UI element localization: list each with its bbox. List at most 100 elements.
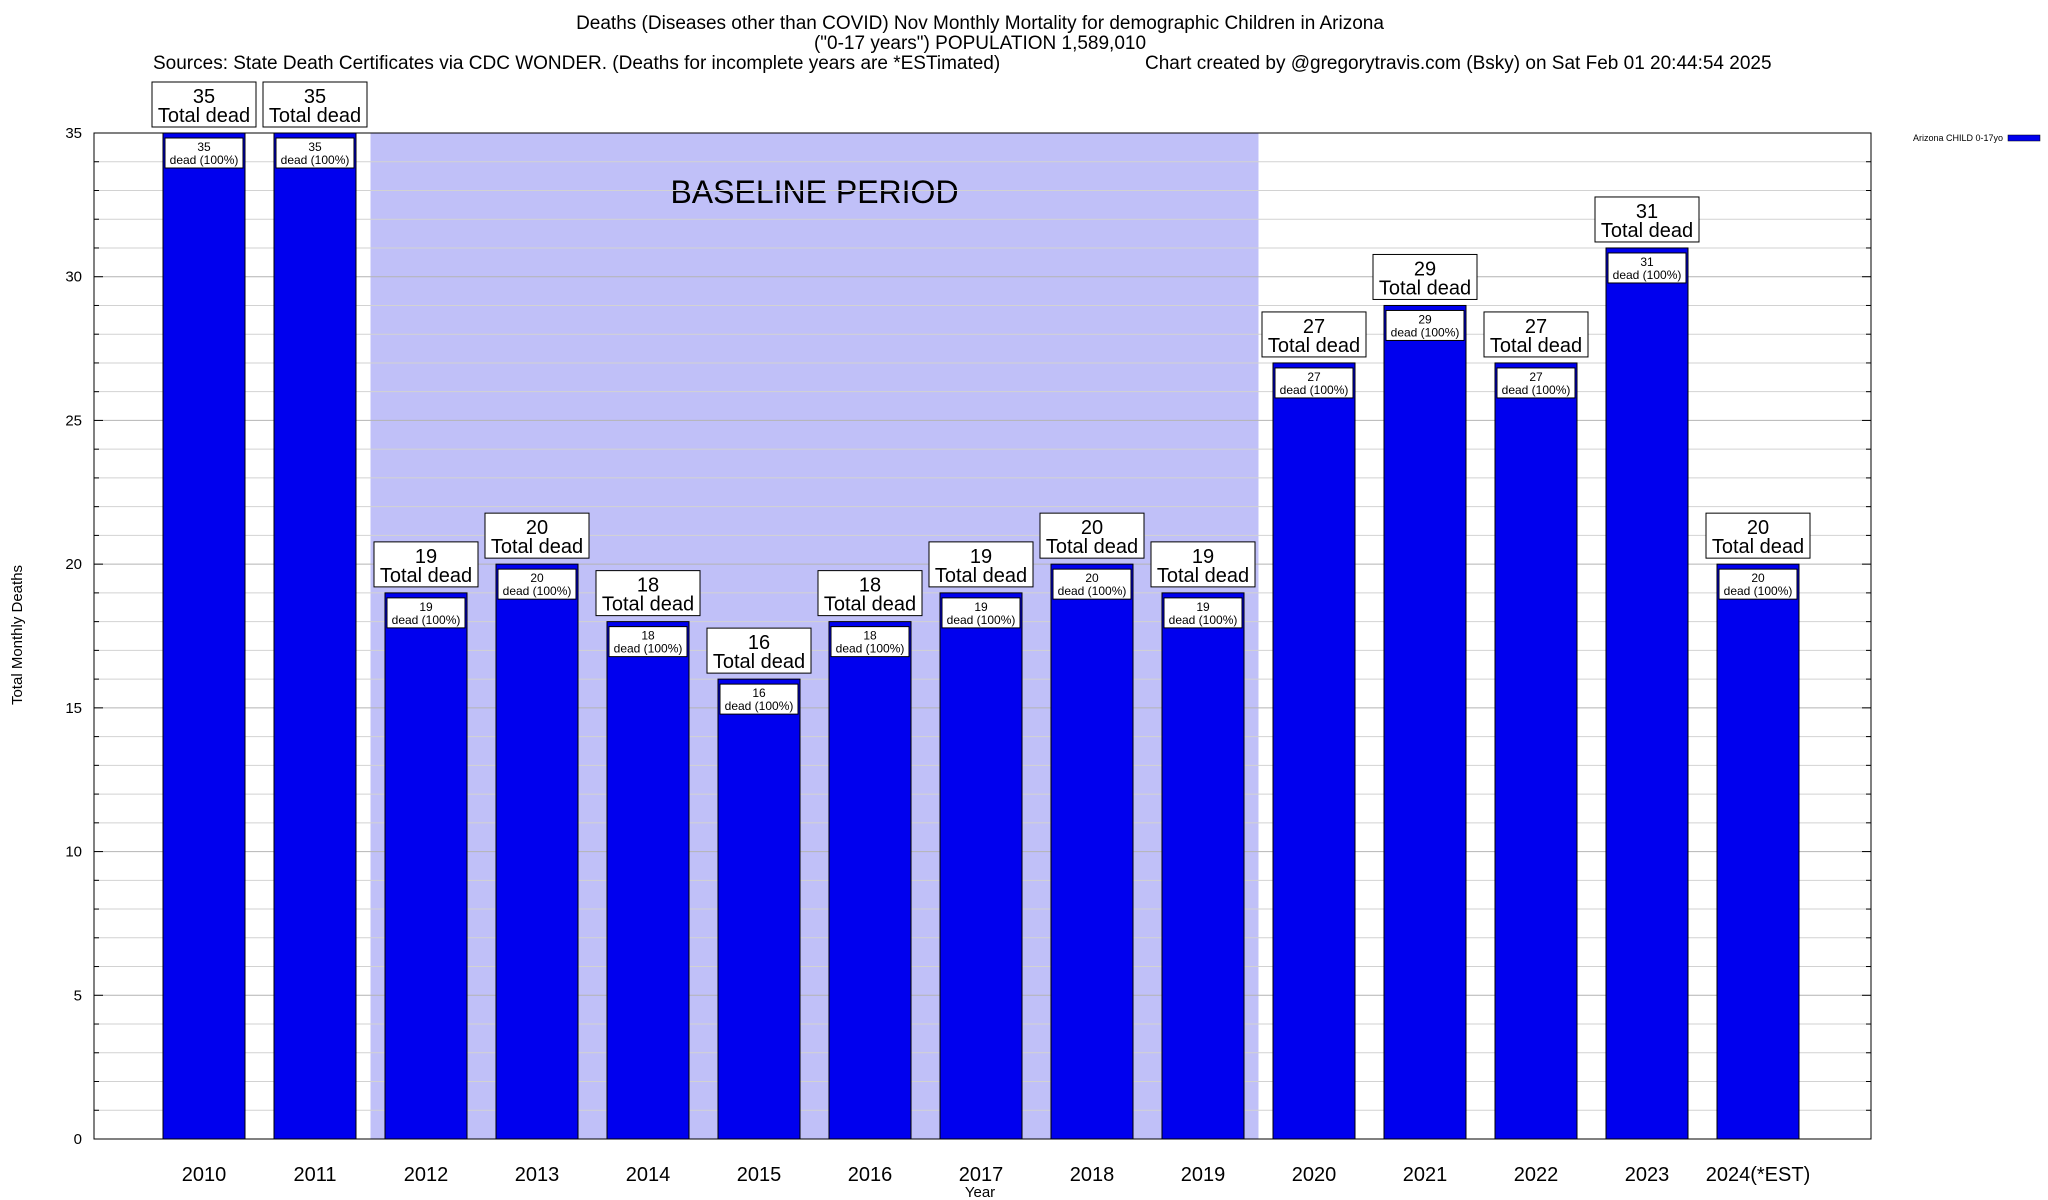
bar	[1605, 247, 1689, 1140]
bar-top-value: 27	[1525, 316, 1547, 338]
bar	[162, 132, 246, 1140]
bar-inner-label: dead (100%)	[503, 584, 572, 598]
bar-top-label: Total dead	[158, 105, 250, 127]
bar-inner-label: dead (100%)	[281, 153, 350, 167]
bar-top-label: Total dead	[1157, 565, 1249, 587]
y-tick-label: 30	[65, 269, 82, 286]
bar-top-label-box	[1039, 512, 1145, 559]
bar-top-value: 29	[1414, 258, 1436, 280]
bar-top-label: Total dead	[1379, 277, 1471, 299]
bar-inner-label: dead (100%)	[1613, 268, 1682, 282]
bar-inner-label-box	[275, 137, 355, 169]
x-tick-label: 2013	[515, 1164, 560, 1186]
y-axis-label: Total Monthly Deaths	[9, 565, 26, 705]
bar-top-value: 27	[1303, 316, 1325, 338]
bar-inner-value: 31	[1640, 255, 1654, 269]
y-tick-label: 20	[65, 556, 82, 573]
bar-inner-label-box	[719, 683, 799, 715]
y-tick-label: 15	[65, 700, 82, 717]
plot-frame	[93, 132, 1872, 1140]
bar-inner-value: 29	[1418, 312, 1432, 326]
bar-top-label: Total dead	[269, 105, 361, 127]
bar-inner-label-box	[1607, 252, 1687, 284]
bar-inner-label-box	[497, 568, 577, 600]
bar-inner-label-box	[830, 626, 910, 658]
bar-inner-label-box	[608, 626, 688, 658]
bar-inner-value: 18	[641, 629, 655, 643]
x-tick-label: 2014	[626, 1164, 671, 1186]
bar-top-value: 19	[1192, 546, 1214, 568]
bar-top-label-box	[1483, 311, 1589, 358]
x-tick-label: 2023	[1625, 1164, 1670, 1186]
x-tick-label: 2016	[848, 1164, 893, 1186]
bar-top-label: Total dead	[1046, 536, 1138, 558]
bar-top-label: Total dead	[713, 651, 805, 673]
legend-swatch	[2007, 134, 2041, 142]
bar-top-label-box	[1705, 512, 1811, 559]
x-axis-label: Year	[965, 1184, 995, 1200]
bar-top-label-box	[1150, 541, 1256, 588]
bar-inner-value: 20	[1751, 571, 1765, 585]
bar-top-label: Total dead	[824, 594, 916, 616]
bar	[606, 621, 690, 1140]
bar-inner-label: dead (100%)	[1280, 383, 1349, 397]
bar	[495, 563, 579, 1140]
chart-credit: Chart created by @gregorytravis.com (Bsk…	[1145, 53, 1772, 74]
chart-title: Deaths (Diseases other than COVID) Nov M…	[576, 13, 1384, 34]
bar-top-label: Total dead	[491, 536, 583, 558]
bar-top-value: 31	[1636, 201, 1658, 223]
bar	[939, 592, 1023, 1140]
bar-inner-label: dead (100%)	[392, 613, 461, 627]
x-tick-label: 2015	[737, 1164, 782, 1186]
bar-inner-label: dead (100%)	[1502, 383, 1571, 397]
bar-inner-value: 16	[752, 686, 766, 700]
bar-inner-label: dead (100%)	[1724, 584, 1793, 598]
bar-inner-label-box	[1163, 597, 1243, 629]
x-tick-label: 2020	[1292, 1164, 1337, 1186]
bar-top-value: 35	[193, 86, 215, 108]
bar-inner-label: dead (100%)	[947, 613, 1016, 627]
bar-inner-value: 20	[530, 571, 544, 585]
bar-inner-label-box	[164, 137, 244, 169]
bar	[1272, 362, 1356, 1140]
bar-top-label-box	[1261, 311, 1367, 358]
bar	[273, 132, 357, 1140]
x-tick-label: 2010	[182, 1164, 227, 1186]
chart-subtitle: ("0-17 years") POPULATION 1,589,010	[813, 33, 1147, 54]
y-tick-label: 25	[65, 412, 82, 429]
bar-top-label: Total dead	[1490, 335, 1582, 357]
bar-inner-value: 35	[197, 140, 211, 154]
bar	[1383, 304, 1467, 1140]
x-tick-label: 2024(*EST)	[1706, 1164, 1811, 1186]
bar-top-label: Total dead	[1601, 220, 1693, 242]
bar-top-label-box	[484, 512, 590, 559]
x-tick-label: 2019	[1181, 1164, 1226, 1186]
y-tick-label: 35	[65, 125, 82, 142]
bar-top-value: 18	[637, 575, 659, 597]
bar	[1161, 592, 1245, 1140]
x-tick-label: 2018	[1070, 1164, 1115, 1186]
bar-top-label-box	[151, 81, 257, 128]
bar-top-label: Total dead	[935, 565, 1027, 587]
bar	[1050, 563, 1134, 1140]
bar-inner-label: dead (100%)	[725, 699, 794, 713]
bar-top-value: 20	[1747, 517, 1769, 539]
bar-inner-value: 27	[1529, 370, 1543, 384]
x-tick-label: 2012	[404, 1164, 449, 1186]
bar-top-label: Total dead	[602, 594, 694, 616]
bar-top-value: 18	[859, 575, 881, 597]
axes: 0 5 10 15 20 25 30 35 2010 2011 2012 2013 2014 2015 20…	[65, 125, 1872, 1186]
chart-sources: Sources: State Death Certificates via CD…	[153, 53, 1001, 74]
bar-top-value: 20	[526, 517, 548, 539]
bar-inner-value: 27	[1307, 370, 1321, 384]
bar-inner-label: dead (100%)	[1058, 584, 1127, 598]
bar	[384, 592, 468, 1140]
bar-top-label-box	[262, 81, 368, 128]
x-tick-label: 2021	[1403, 1164, 1448, 1186]
bar	[1716, 563, 1800, 1140]
bar-top-value: 20	[1081, 517, 1103, 539]
bar-top-label-box	[373, 541, 479, 588]
bar-top-label-box	[928, 541, 1034, 588]
